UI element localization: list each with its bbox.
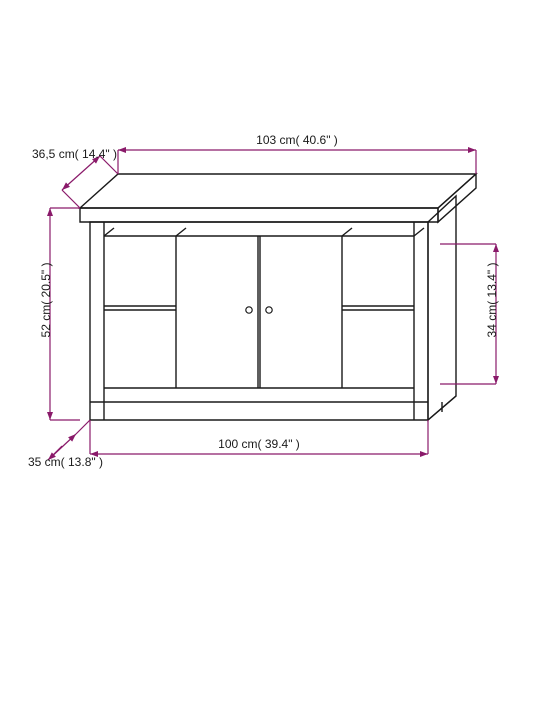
dimension-label: 52 cm( 20.5" ) (39, 263, 53, 338)
dimension-label: 100 cm( 39.4" ) (218, 437, 300, 451)
dimension-inner_height_right: 34 cm( 13.4" ) (440, 244, 499, 384)
dimension-bottom_width: 100 cm( 39.4" ) (90, 420, 428, 457)
dimension-label: 35 cm( 13.8" ) (28, 455, 103, 469)
cabinet-drawing (80, 174, 476, 420)
dimension-top_width: 103 cm( 40.6" ) (118, 133, 476, 174)
dimension-label: 103 cm( 40.6" ) (256, 133, 338, 147)
door-knob (266, 307, 272, 313)
dimension-diagram: 103 cm( 40.6" ) 36,5 cm( 14.4" ) 52 cm( 20… (0, 0, 540, 720)
dimension-label: 34 cm( 13.4" ) (485, 263, 499, 338)
dimension-top_depth: 36,5 cm( 14.4" ) (32, 147, 118, 208)
dimension-label: 36,5 cm( 14.4" ) (32, 147, 117, 161)
dimension-height_left: 52 cm( 20.5" ) (39, 208, 80, 420)
dimension-bottom_depth: 35 cm( 13.8" ) (28, 420, 103, 469)
door-knob (246, 307, 252, 313)
